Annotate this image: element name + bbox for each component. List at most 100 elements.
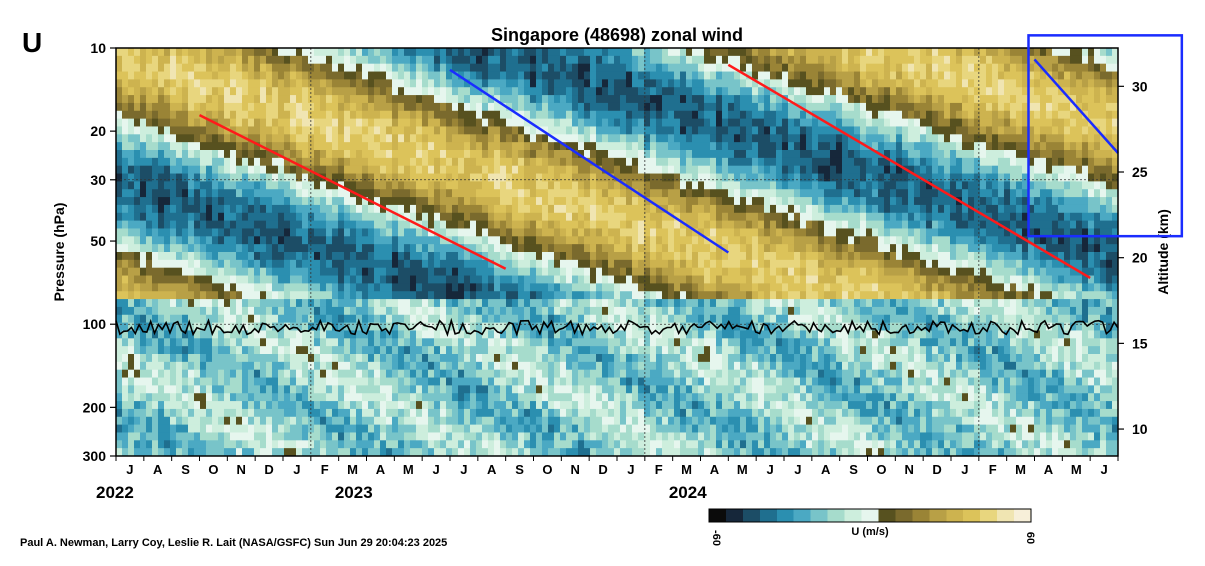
heatmap-cell: [146, 220, 153, 230]
heatmap-cell: [260, 189, 267, 198]
heatmap-cell: [350, 228, 357, 237]
heatmap-cell: [416, 393, 423, 402]
heatmap-cell: [614, 377, 621, 386]
heatmap-cell: [212, 283, 219, 292]
heatmap-cell: [386, 369, 393, 379]
heatmap-cell: [350, 173, 357, 182]
heatmap-cell: [248, 126, 255, 135]
heatmap-cell: [218, 95, 225, 104]
heatmap-cell: [638, 204, 645, 214]
heatmap-cell: [176, 102, 183, 112]
heatmap-cell: [638, 71, 645, 80]
heatmap-cell: [374, 416, 381, 426]
heatmap-cell: [662, 55, 669, 65]
heatmap-cell: [584, 173, 591, 182]
heatmap-cell: [176, 95, 183, 104]
heatmap-cell: [368, 440, 375, 449]
heatmap-cell: [308, 416, 315, 426]
heatmap-cell: [326, 314, 333, 324]
heatmap-cell: [332, 322, 339, 332]
heatmap-cell: [284, 314, 291, 324]
heatmap-cell: [506, 165, 513, 175]
heatmap-cell: [182, 361, 189, 371]
heatmap-cell: [320, 244, 327, 253]
heatmap-cell: [644, 252, 651, 261]
heatmap-cell: [380, 448, 387, 456]
heatmap-cell: [656, 228, 663, 237]
heatmap-cell: [290, 126, 297, 135]
heatmap-cell: [620, 102, 627, 112]
heatmap-cell: [548, 275, 555, 284]
heatmap-cell: [554, 150, 561, 159]
heatmap-cell: [368, 259, 375, 269]
heatmap-cell: [338, 432, 345, 441]
heatmap-cell: [440, 95, 447, 104]
heatmap-cell: [392, 110, 399, 120]
heatmap-cell: [626, 79, 633, 88]
heatmap-cell: [422, 259, 429, 269]
heatmap-cell: [392, 165, 399, 175]
heatmap-cell: [398, 322, 405, 332]
heatmap-cell: [398, 330, 405, 339]
heatmap-cell: [176, 204, 183, 214]
heatmap-cell: [398, 369, 405, 379]
heatmap-cell: [686, 181, 693, 190]
heatmap-cell: [284, 408, 291, 418]
heatmap-cell: [518, 346, 525, 355]
heatmap-cell: [338, 259, 345, 269]
heatmap-cell: [116, 424, 123, 434]
heatmap-cell: [164, 306, 171, 316]
heatmap-cell: [488, 432, 495, 441]
heatmap-cell: [326, 165, 333, 175]
heatmap-cell: [152, 142, 159, 151]
heatmap-cell: [422, 126, 429, 135]
heatmap-cell: [128, 385, 135, 394]
heatmap-cell: [176, 424, 183, 434]
heatmap-cell: [152, 416, 159, 426]
heatmap-cell: [242, 330, 249, 339]
heatmap-cell: [662, 354, 669, 363]
heatmap-cell: [416, 361, 423, 371]
heatmap-cell: [602, 134, 609, 143]
heatmap-cell: [656, 299, 663, 308]
heatmap-cell: [206, 95, 213, 104]
heatmap-cell: [284, 330, 291, 339]
heatmap-cell: [374, 393, 381, 402]
heatmap-cell: [194, 448, 201, 456]
heatmap-cell: [308, 385, 315, 394]
heatmap-cell: [290, 181, 297, 190]
heatmap-cell: [290, 63, 297, 73]
heatmap-cell: [650, 369, 657, 379]
heatmap-cell: [278, 181, 285, 190]
heatmap-cell: [458, 79, 465, 88]
heatmap-cell: [494, 48, 501, 57]
heatmap-cell: [608, 134, 615, 143]
heatmap-cell: [668, 236, 675, 245]
heatmap-cell: [242, 126, 249, 135]
heatmap-cell: [440, 212, 447, 222]
heatmap-cell: [536, 87, 543, 96]
heatmap-cell: [224, 306, 231, 316]
heatmap-cell: [176, 393, 183, 402]
heatmap-cell: [632, 306, 639, 316]
heatmap-cell: [638, 189, 645, 198]
heatmap-cell: [140, 283, 147, 292]
heatmap-cell: [236, 354, 243, 363]
heatmap-cell: [578, 408, 585, 418]
heatmap-cell: [146, 102, 153, 112]
heatmap-cell: [530, 204, 537, 214]
heatmap-cell: [122, 401, 129, 410]
heatmap-cell: [512, 416, 519, 426]
heatmap-cell: [410, 71, 417, 80]
heatmap-cell: [230, 55, 237, 65]
heatmap-cell: [236, 408, 243, 418]
heatmap-cell: [332, 385, 339, 394]
heatmap-cell: [524, 134, 531, 143]
heatmap-cell: [152, 440, 159, 449]
heatmap-cell: [362, 401, 369, 410]
heatmap-cell: [638, 306, 645, 316]
heatmap-cell: [392, 79, 399, 88]
heatmap-cell: [380, 110, 387, 120]
heatmap-cell: [524, 118, 531, 128]
heatmap-cell: [218, 401, 225, 410]
